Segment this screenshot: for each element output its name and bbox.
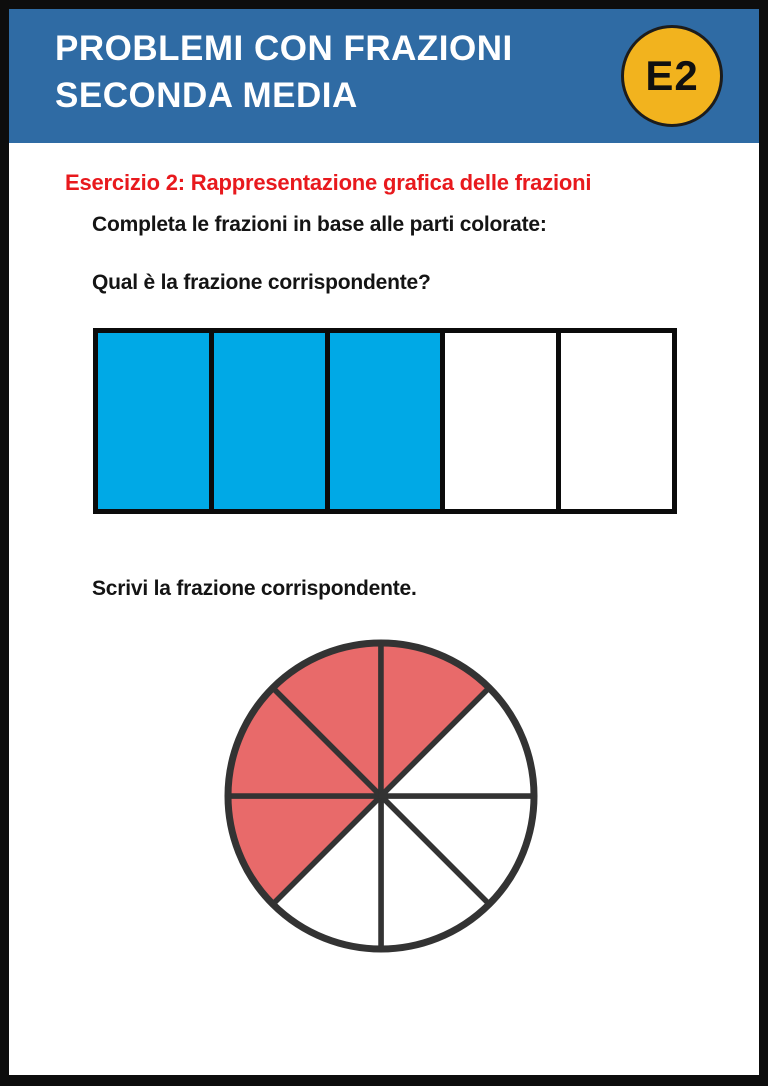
pie-question-text: Scrivi la frazione corrispondente.	[92, 577, 417, 600]
instruction-text: Completa le frazioni in base alle parti …	[92, 213, 547, 236]
bar-question-text: Qual è la frazione corrispondente?	[92, 271, 431, 294]
badge-label: E2	[645, 52, 699, 99]
header-title: PROBLEMI CON FRAZIONI SECONDA MEDIA	[55, 25, 513, 119]
exercise-heading: Esercizio 2: Rappresentazione grafica de…	[65, 170, 592, 195]
bar-cell	[98, 333, 214, 509]
exercise-badge: E2	[621, 25, 723, 127]
bar-cell	[213, 333, 330, 509]
header-band: PROBLEMI CON FRAZIONI SECONDA MEDIA E2	[9, 9, 759, 143]
title-line-1: PROBLEMI CON FRAZIONI	[55, 29, 513, 68]
fraction-bar	[93, 328, 677, 514]
bar-cell	[445, 333, 562, 509]
title-line-2: SECONDA MEDIA	[55, 76, 358, 115]
bar-cell	[329, 333, 446, 509]
bar-cell	[561, 333, 672, 509]
fraction-pie	[211, 626, 551, 966]
fraction-pie-svg	[224, 639, 538, 953]
pie-outline	[224, 639, 538, 953]
